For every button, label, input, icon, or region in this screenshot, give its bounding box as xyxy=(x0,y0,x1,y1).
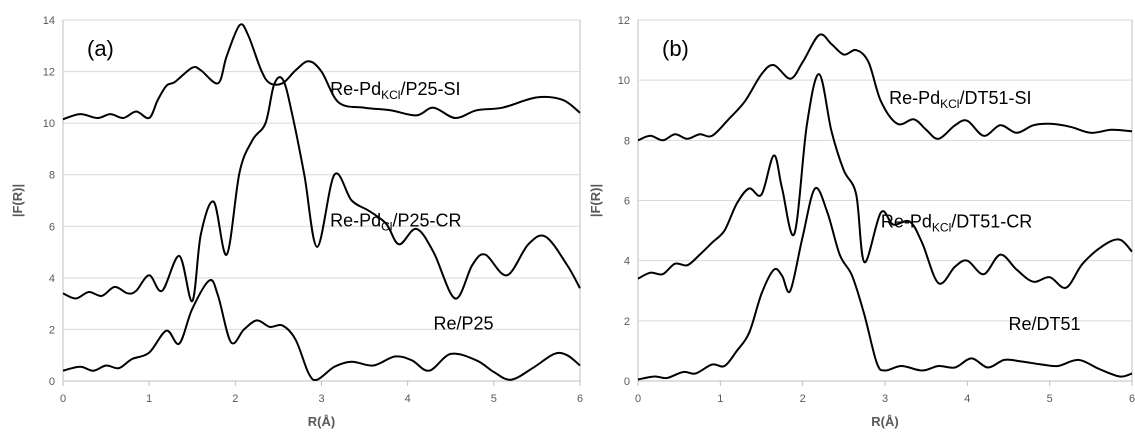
series-line-1 xyxy=(637,33,1133,142)
x-tick-label: 4 xyxy=(405,393,411,405)
y-tick-label: 0 xyxy=(49,376,55,388)
x-tick-label: 6 xyxy=(1129,393,1135,405)
x-tick-label: 0 xyxy=(635,393,641,405)
y-tick-label: 14 xyxy=(43,15,55,27)
y-tick-label: 2 xyxy=(624,316,630,328)
series-line-3 xyxy=(62,279,581,382)
y-tick-label: 6 xyxy=(624,196,630,208)
series-label-1: Re-PdKCl/DT51-SI xyxy=(889,88,1031,111)
y-tick-label: 4 xyxy=(624,256,630,268)
series-line-3 xyxy=(637,186,1133,381)
y-tick-label: 0 xyxy=(624,376,630,388)
y-axis-title: |F(R)| xyxy=(588,184,603,217)
series-label-2: Re-PdKCl/DT51-CR xyxy=(881,212,1032,235)
y-tick-label: 12 xyxy=(618,15,630,27)
y-tick-label: 2 xyxy=(49,324,55,336)
x-tick-label: 5 xyxy=(491,393,497,405)
x-axis-title: R(Å) xyxy=(308,414,335,429)
y-tick-label: 12 xyxy=(43,67,55,79)
x-tick-label: 3 xyxy=(882,393,888,405)
x-tick-label: 1 xyxy=(717,393,723,405)
series-label-3: Re/P25 xyxy=(434,313,494,333)
y-tick-label: 4 xyxy=(49,273,55,285)
series-label-3: Re/DT51 xyxy=(1009,314,1081,334)
plot-area-frame xyxy=(62,19,581,382)
y-tick-label: 8 xyxy=(624,135,630,147)
x-tick-label: 1 xyxy=(146,393,152,405)
x-tick-label: 4 xyxy=(964,393,970,405)
series-label-1: Re-PdKCl/P25-SI xyxy=(330,79,460,102)
series-line-1 xyxy=(62,23,581,121)
x-tick-label: 5 xyxy=(1047,393,1053,405)
x-tick-label: 0 xyxy=(60,393,66,405)
y-tick-label: 6 xyxy=(49,221,55,233)
y-tick-label: 8 xyxy=(49,170,55,182)
x-axis-title: R(Å) xyxy=(871,414,898,429)
y-tick-label: 10 xyxy=(618,75,630,87)
y-tick-label: 10 xyxy=(43,118,55,130)
panel-label: (b) xyxy=(662,36,689,61)
x-tick-label: 2 xyxy=(232,393,238,405)
panel-label: (a) xyxy=(87,36,114,61)
x-tick-label: 2 xyxy=(800,393,806,405)
y-axis-title: |F(R)| xyxy=(10,184,25,217)
series-line-2 xyxy=(62,76,581,303)
series-line-2 xyxy=(637,73,1133,289)
series-label-2: Re-PdCl/P25-CR xyxy=(330,210,461,233)
x-tick-label: 6 xyxy=(577,393,583,405)
x-tick-label: 3 xyxy=(318,393,324,405)
